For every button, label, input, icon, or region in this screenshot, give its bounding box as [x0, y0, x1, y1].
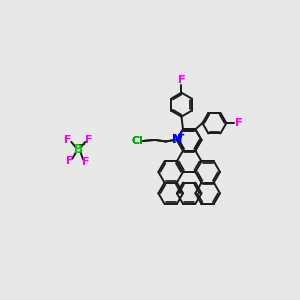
Text: F: F [235, 118, 242, 128]
Text: B: B [74, 143, 83, 157]
Text: N: N [172, 134, 182, 146]
Text: F: F [85, 135, 92, 145]
Text: +: + [177, 130, 185, 140]
Text: F: F [178, 75, 185, 85]
Text: Cl: Cl [131, 136, 143, 146]
Text: F: F [65, 156, 73, 166]
Text: N: N [172, 134, 182, 146]
Text: Cl: Cl [131, 136, 143, 146]
Text: F: F [235, 118, 242, 128]
Text: +: + [177, 130, 185, 140]
Text: F: F [178, 75, 185, 85]
Text: −: − [78, 140, 86, 150]
Text: F: F [64, 135, 72, 145]
Text: F: F [82, 157, 90, 167]
